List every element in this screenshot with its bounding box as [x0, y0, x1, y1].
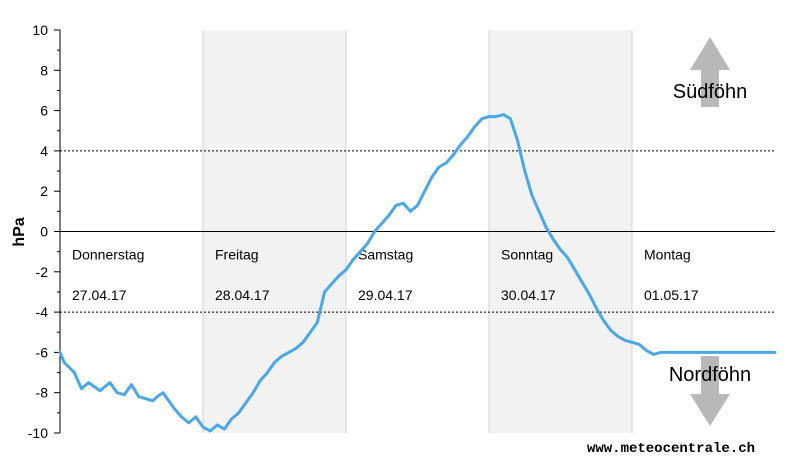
y-tick-label: -2 — [36, 264, 49, 280]
y-tick-label: 2 — [40, 183, 48, 199]
y-tick-label: 4 — [40, 143, 48, 159]
zone-arrows — [690, 37, 730, 426]
y-tick-label: 10 — [32, 22, 48, 38]
day-date-0: 27.04.17 — [72, 287, 127, 303]
day-name-3: Sonntag — [501, 247, 553, 263]
day-date-4: 01.05.17 — [644, 287, 699, 303]
suedfoehn-label: Südföhn — [673, 81, 748, 103]
y-tick-label: -10 — [28, 425, 48, 441]
y-tick-label: -6 — [36, 344, 49, 360]
y-tick-label: -8 — [36, 385, 49, 401]
series-line-0 — [58, 113, 777, 433]
y-axis-label: hPa — [11, 217, 28, 246]
y-tick-label: 0 — [40, 224, 48, 240]
nordfoehn-label: Nordföhn — [669, 364, 751, 386]
day-name-1: Freitag — [215, 247, 259, 263]
day-name-4: Montag — [644, 247, 691, 263]
y-axis: 10 8 6 4 2 0 -2 -4 -6 -8 -10 — [28, 22, 61, 441]
up-arrow-icon — [690, 37, 730, 107]
y-tick-label: 8 — [40, 62, 48, 78]
day-date-2: 29.04.17 — [358, 287, 413, 303]
day-labels: Donnerstag 27.04.17 Freitag 28.04.17 Samstag… — [72, 247, 699, 303]
day-name-2: Samstag — [358, 247, 413, 263]
y-tick-label: 6 — [40, 103, 48, 119]
day-date-1: 28.04.17 — [215, 287, 270, 303]
day-date-3: 30.04.17 — [501, 287, 556, 303]
day-name-0: Donnerstag — [72, 247, 144, 263]
y-tick-label: -4 — [36, 304, 49, 320]
down-arrow-icon — [690, 356, 730, 426]
reference-lines — [60, 150, 775, 313]
series — [58, 113, 777, 433]
watermark: www.meteocentrale.ch — [587, 441, 755, 457]
